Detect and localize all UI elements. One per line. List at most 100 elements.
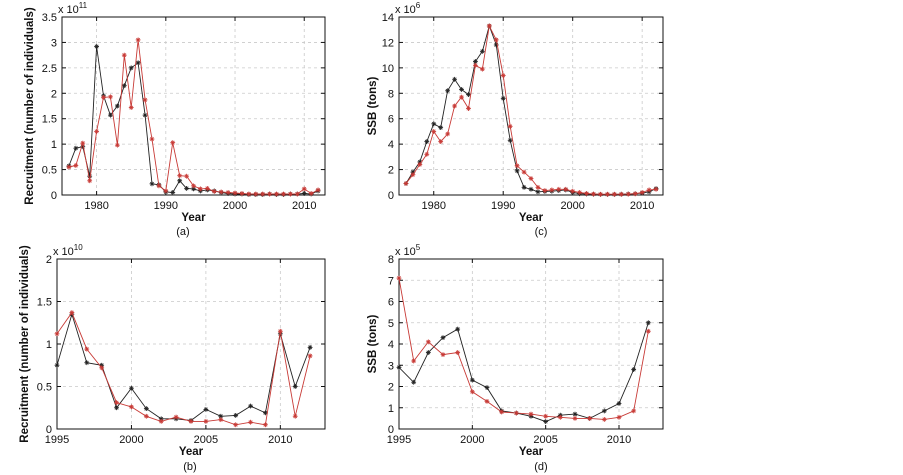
data-point-black [248, 403, 253, 409]
data-point-red [572, 415, 578, 421]
x-tick-label: 2000 [119, 434, 143, 446]
y-tick-label: 14 [382, 12, 394, 24]
y-tick-label: 0 [46, 424, 52, 436]
data-point-red [521, 169, 527, 175]
data-point-black [84, 360, 90, 366]
data-point-red [486, 23, 492, 29]
data-point-red [584, 191, 589, 196]
data-point-red [114, 142, 120, 148]
data-point-red [177, 173, 183, 179]
y-tick-label: 1 [46, 339, 52, 351]
data-point-black [73, 145, 79, 151]
data-point-black [645, 320, 651, 326]
data-point-black [424, 139, 430, 144]
data-point-red [267, 191, 273, 197]
data-point-red [128, 105, 134, 110]
data-point-red [274, 191, 279, 197]
data-point-black [411, 379, 417, 385]
data-point-red [211, 189, 217, 194]
data-point-black [218, 413, 224, 419]
data-point-red [499, 409, 505, 415]
y-tick-label: 4 [388, 339, 394, 351]
data-point-red [403, 181, 409, 186]
data-point-red [577, 190, 583, 195]
data-point-black [177, 178, 183, 184]
data-point-red [135, 37, 141, 43]
y-tick-label: 6 [388, 114, 394, 126]
data-point-black [528, 186, 534, 192]
data-point-red [121, 52, 127, 58]
exponent-power: 5 [416, 243, 421, 252]
y-tick-label: 2 [388, 165, 394, 177]
data-point-red [292, 413, 298, 419]
data-point-black [455, 326, 461, 332]
x-axis-label: Year [181, 212, 206, 224]
y-tick-label: 0.5 [37, 382, 52, 394]
data-point-red [94, 129, 100, 134]
y-tick-label: 10 [382, 63, 394, 75]
panel-caption: (c) [535, 226, 548, 238]
data-point-red [203, 418, 209, 424]
data-point-red [431, 129, 437, 134]
data-point-black [233, 413, 239, 418]
data-point-red [618, 191, 624, 197]
y-tick-label: 0.5 [42, 165, 57, 177]
panel-caption: (d) [534, 461, 547, 473]
data-point-red [528, 411, 534, 417]
data-point-red [69, 310, 75, 315]
data-point-red [591, 191, 596, 197]
data-point-black [114, 103, 120, 109]
data-point-black [114, 405, 119, 411]
y-tick-label: 1 [51, 139, 57, 151]
data-point-red [410, 172, 416, 178]
data-point-red [500, 73, 506, 78]
data-point-red [535, 184, 541, 190]
data-point-black [440, 335, 446, 341]
data-point-red [466, 106, 471, 111]
data-point-black [203, 407, 209, 412]
data-point-red [188, 418, 194, 424]
x-axis-label: Year [519, 446, 544, 458]
data-point-red [156, 183, 162, 189]
data-point-red [645, 328, 651, 334]
data-point-black [129, 385, 134, 391]
data-point-red [557, 414, 563, 420]
data-point-red [108, 94, 113, 100]
series-line-black [68, 46, 319, 195]
data-point-black [121, 83, 127, 89]
data-point-black [301, 191, 307, 196]
series-line-red [399, 278, 649, 420]
exponent-power: 10 [74, 243, 83, 252]
data-point-black [543, 419, 549, 424]
data-point-red [528, 176, 534, 181]
data-point-red [73, 163, 79, 168]
x-tick-label: 2010 [268, 434, 292, 446]
exponent-label: x 106 [395, 1, 421, 16]
x-axis-label: Year [519, 212, 544, 224]
data-point-red [99, 365, 105, 371]
x-tick-label: 1990 [154, 200, 178, 212]
exponent-power: 11 [79, 1, 88, 10]
chart-panel-d: 0 1 2 3 4 5 6 7 8 1995 2000 2005 2010 x 105 Year SSB (t… [367, 243, 664, 473]
data-point-red [277, 328, 283, 334]
data-point-red [549, 187, 555, 193]
data-point-red [646, 187, 652, 193]
y-tick-label: 2.5 [42, 63, 57, 75]
data-point-red [143, 413, 149, 419]
data-point-red [142, 97, 148, 103]
y-tick-label: 2 [46, 254, 52, 266]
x-tick-label: 2010 [630, 200, 654, 212]
data-point-black [452, 76, 457, 82]
y-tick-label: 5 [388, 318, 394, 330]
y-axis-label: Recruitment (number of individuals) [19, 245, 31, 443]
data-point-black [135, 60, 141, 66]
data-point-black [631, 367, 637, 372]
data-point-black [431, 121, 437, 127]
data-point-red [246, 191, 252, 197]
data-point-red [611, 191, 617, 197]
data-point-red [424, 151, 430, 157]
data-point-red [232, 190, 238, 196]
exponent-label: x 1010 [53, 243, 83, 258]
data-point-red [248, 419, 253, 425]
y-tick-label: 4 [388, 139, 394, 151]
